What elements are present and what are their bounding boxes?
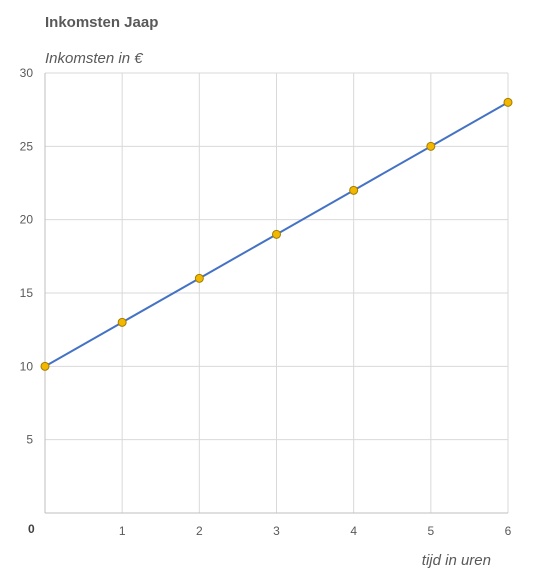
x-axis-label: tijd in uren <box>422 552 491 569</box>
x-tick-label: 4 <box>350 524 357 538</box>
y-axis-label: Inkomsten in € <box>45 50 143 67</box>
y-tick-label: 20 <box>20 213 34 227</box>
x-tick-label: 3 <box>273 524 280 538</box>
x-tick-label: 1 <box>119 524 126 538</box>
x-tick-label: 5 <box>427 524 434 538</box>
y-tick-label: 10 <box>20 359 34 373</box>
x-tick-label: 2 <box>196 524 203 538</box>
y-tick-label: 5 <box>26 433 33 447</box>
y-tick-label: 30 <box>20 66 34 80</box>
data-point <box>503 97 513 107</box>
y-tick-label: 15 <box>20 286 34 300</box>
x-tick-labels: 1 2 3 4 5 6 <box>119 524 512 538</box>
origin-label: 0 <box>28 522 35 536</box>
axes <box>44 73 508 514</box>
data-point <box>40 361 50 371</box>
chart-title: Inkomsten Jaap <box>45 14 158 31</box>
data-point <box>272 229 281 239</box>
grid <box>45 72 509 513</box>
data-point <box>426 141 436 151</box>
y-tick-labels: 5 10 15 20 25 30 <box>20 66 34 447</box>
data-point <box>349 185 359 195</box>
x-tick-label: 6 <box>505 524 512 538</box>
data-point <box>117 317 127 327</box>
y-tick-label: 25 <box>20 139 34 153</box>
series-group <box>40 97 513 371</box>
data-point <box>194 273 204 283</box>
